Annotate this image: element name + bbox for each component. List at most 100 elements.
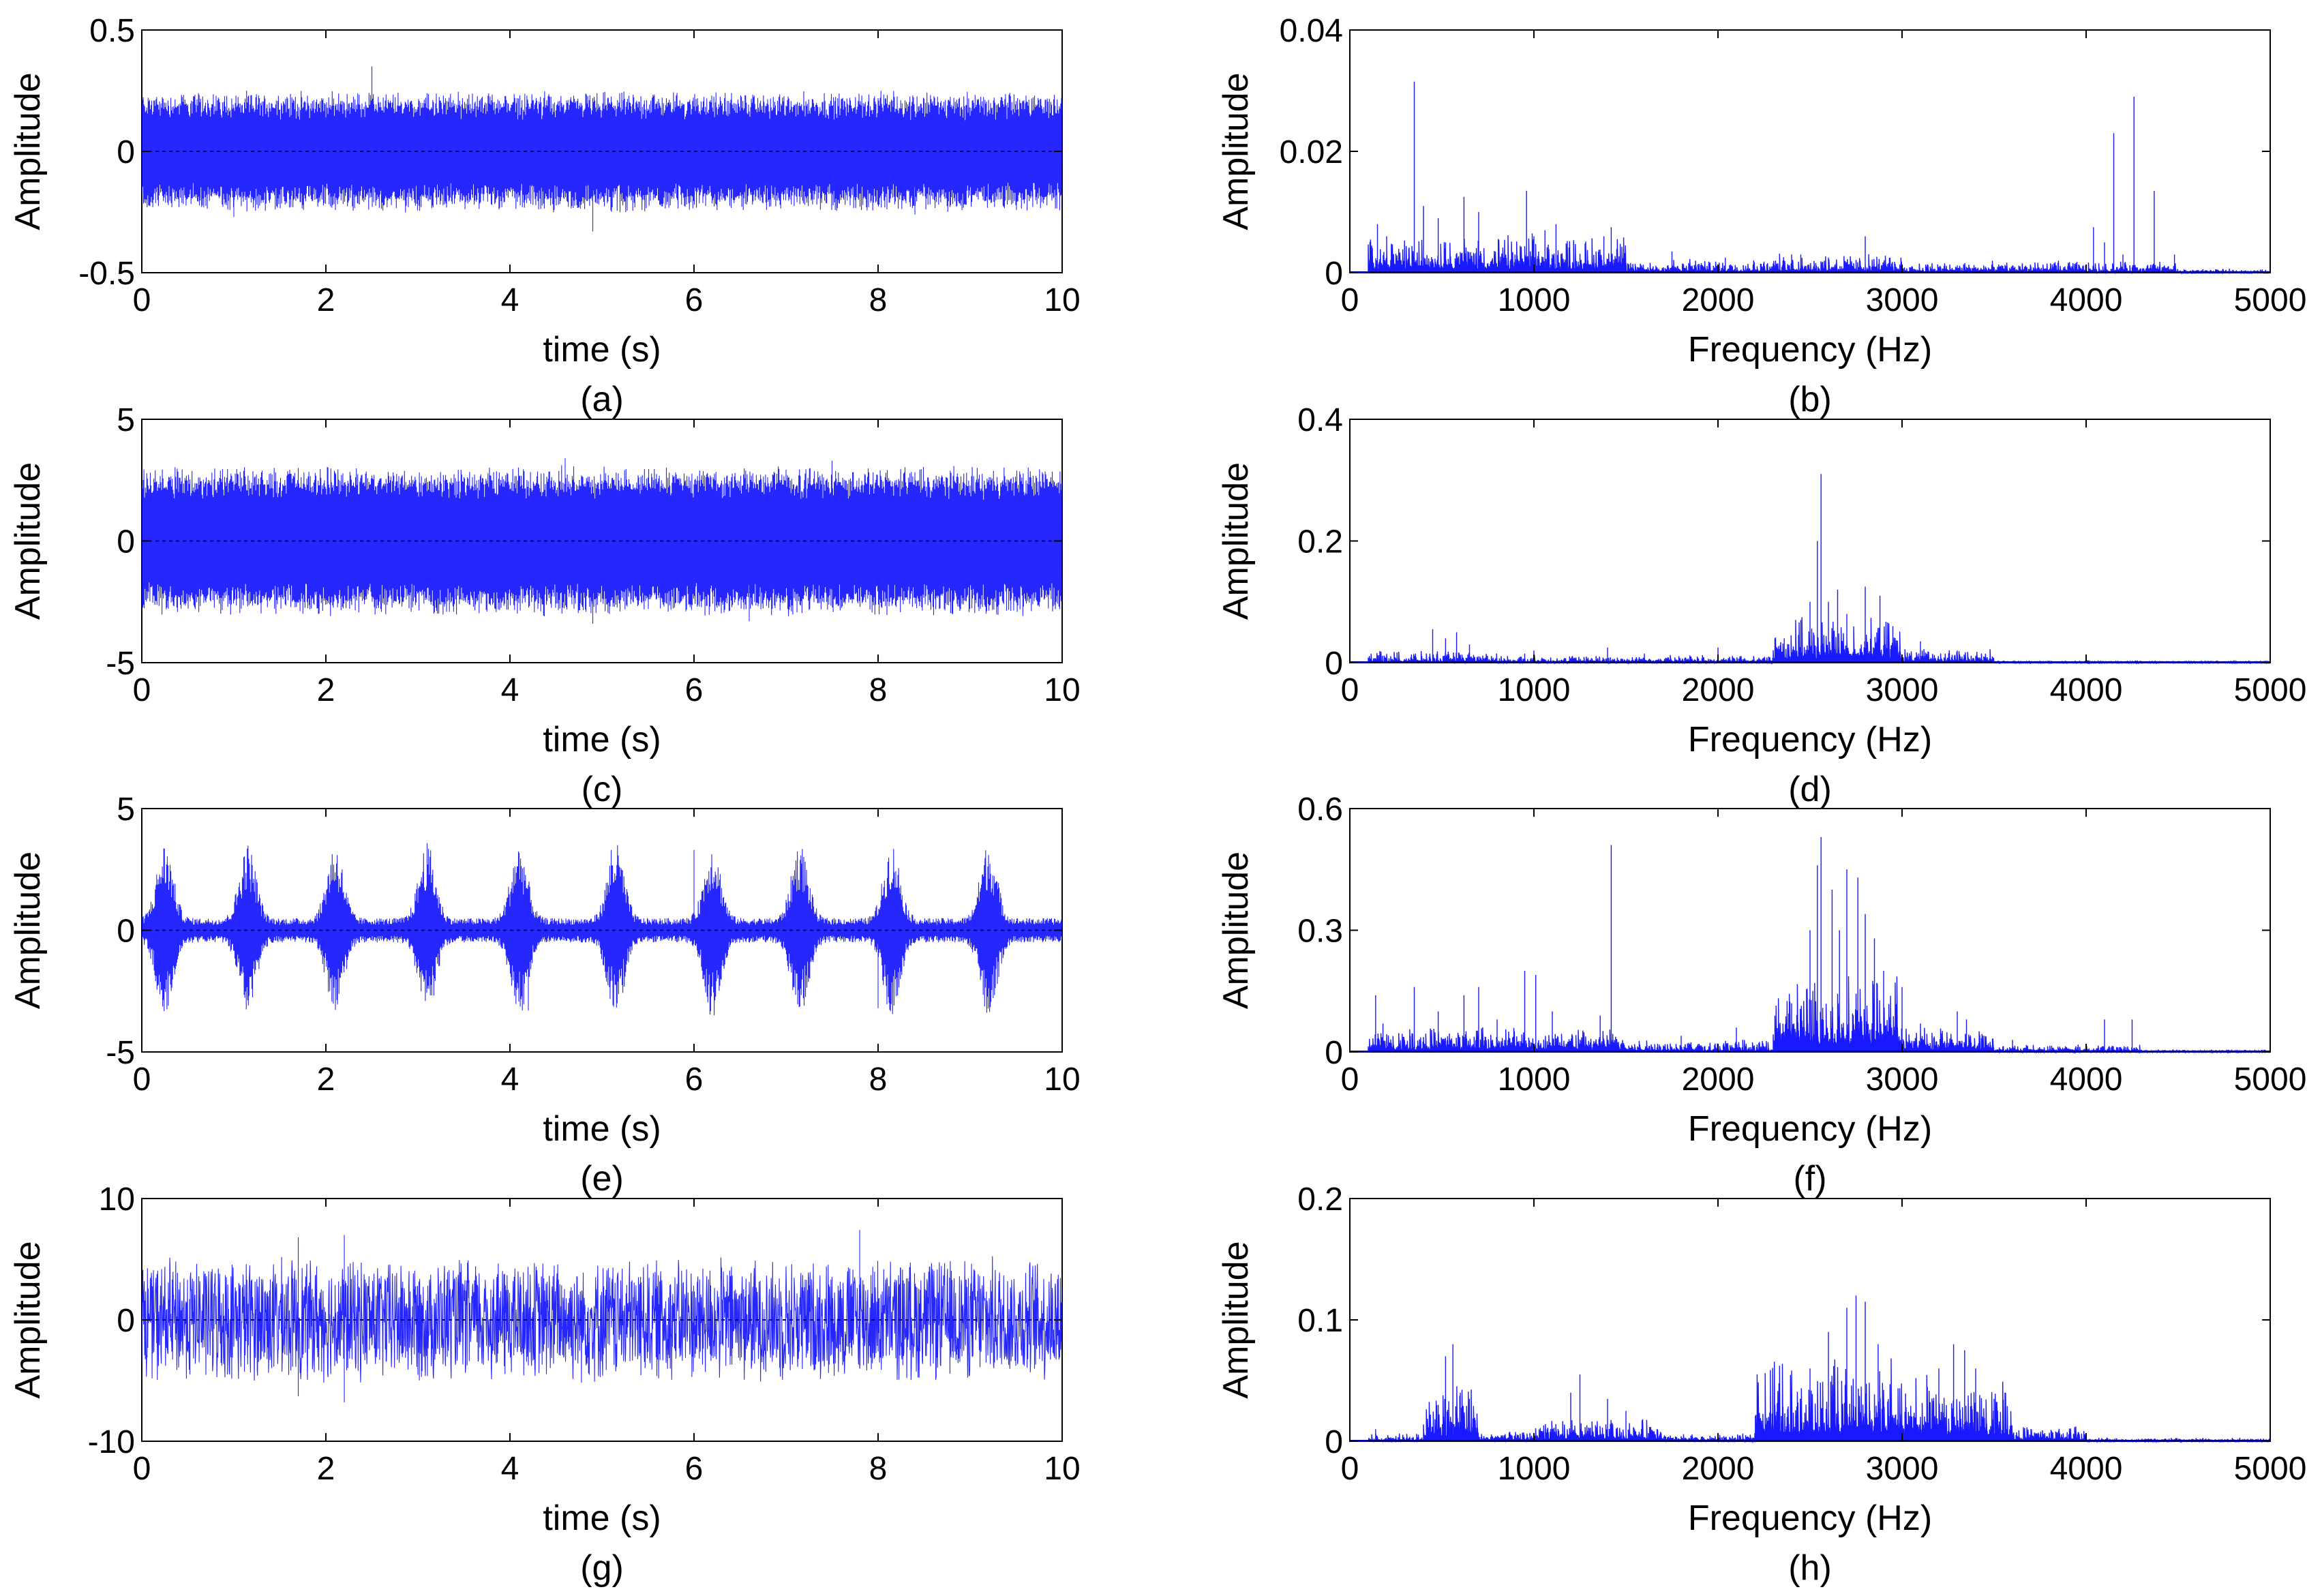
- x-tick-label: 4000: [2050, 1062, 2123, 1098]
- x-axis-label: Frequency (Hz): [1688, 330, 1932, 370]
- signal-trace-a: [141, 66, 1063, 232]
- x-tick-label: 1000: [1498, 1451, 1571, 1487]
- x-tick-label: 3000: [1866, 1451, 1939, 1487]
- subplot-caption: (a): [580, 380, 624, 419]
- x-tick-label: 3000: [1866, 282, 1939, 318]
- x-tick-label: 3000: [1866, 672, 1939, 708]
- x-axis-label: time (s): [543, 1499, 661, 1538]
- x-tick-label: 4: [501, 1062, 519, 1098]
- x-tick-label: 6: [685, 672, 704, 708]
- x-tick-label: 2: [317, 672, 335, 708]
- x-tick-label: 5000: [2234, 1451, 2307, 1487]
- x-tick-label: 0: [133, 1451, 151, 1487]
- y-axis-label: Amplitude: [8, 462, 48, 620]
- subplot-b: 0 1000 2000 3000 4000 5000 0 0.02 0.04 Frequency …: [1216, 13, 2306, 419]
- x-tick-label: 2000: [1682, 672, 1755, 708]
- x-axis-label: Frequency (Hz): [1688, 720, 1932, 759]
- signal-trace-h: [1350, 1295, 2271, 1443]
- y-tick-label: 0.2: [1297, 1181, 1343, 1218]
- x-tick-label: 2000: [1682, 282, 1755, 318]
- y-axis-label: Amplitude: [1216, 72, 1256, 230]
- x-axis-label: time (s): [543, 1109, 661, 1149]
- y-tick-label: -5: [106, 646, 135, 682]
- x-tick-label: 5000: [2234, 672, 2307, 708]
- y-axis-label: Amplitude: [1216, 1241, 1256, 1398]
- y-tick-label: 5: [117, 402, 135, 438]
- x-tick-label: 0: [1341, 282, 1359, 318]
- subplot-caption: (d): [1788, 770, 1832, 809]
- signal-trace-f: [1350, 837, 2271, 1054]
- x-tick-label: 0: [133, 282, 151, 318]
- x-tick-label: 0: [133, 1062, 151, 1098]
- x-tick-label: 1000: [1498, 282, 1571, 318]
- subplot-caption: (f): [1793, 1159, 1826, 1199]
- y-tick-label: 0.2: [1297, 524, 1343, 560]
- y-tick-label: 0.3: [1297, 914, 1343, 950]
- x-tick-label: 8: [869, 1062, 888, 1098]
- y-tick-label: 0: [117, 134, 135, 170]
- x-tick-label: 4000: [2050, 672, 2123, 708]
- x-axis-label: Frequency (Hz): [1688, 1499, 1932, 1538]
- subplot-h: 0 1000 2000 3000 4000 5000 0 0.1 0.2 Frequency (H…: [1216, 1181, 2306, 1588]
- subplot-caption: (c): [582, 770, 623, 809]
- x-tick-label: 0: [1341, 1451, 1359, 1487]
- signal-trace-e: [141, 843, 1063, 1016]
- signal-trace-g: [141, 1230, 1063, 1402]
- y-tick-label: 0.1: [1297, 1303, 1343, 1339]
- x-tick-label: 4000: [2050, 282, 2123, 318]
- y-axis-label: Amplitude: [1216, 462, 1256, 620]
- y-tick-label: 0: [117, 1303, 135, 1339]
- x-tick-label: 4: [501, 672, 519, 708]
- x-tick-label: 2: [317, 282, 335, 318]
- x-tick-label: 2000: [1682, 1451, 1755, 1487]
- y-tick-label: 0.6: [1297, 792, 1343, 828]
- x-tick-label: 5000: [2234, 1062, 2307, 1098]
- x-tick-label: 6: [685, 1062, 704, 1098]
- y-tick-label: 0: [1325, 1035, 1343, 1071]
- signal-trace-c: [141, 458, 1063, 624]
- x-tick-label: 3000: [1866, 1062, 1939, 1098]
- x-tick-label: 2: [317, 1451, 335, 1487]
- y-tick-label: 5: [117, 792, 135, 828]
- x-tick-label: 8: [869, 672, 888, 708]
- y-tick-label: 0.5: [89, 13, 135, 49]
- y-tick-label: 0: [117, 914, 135, 950]
- x-tick-label: 4: [501, 1451, 519, 1487]
- x-tick-label: 2: [317, 1062, 335, 1098]
- y-axis-label: Amplitude: [1216, 852, 1256, 1009]
- signal-trace-b: [1350, 81, 2271, 275]
- y-tick-label: -0.5: [78, 256, 135, 292]
- x-tick-label: 8: [869, 1451, 888, 1487]
- y-tick-label: -5: [106, 1035, 135, 1071]
- y-axis-label: Amplitude: [8, 852, 48, 1009]
- subplot-f: 0 1000 2000 3000 4000 5000 0 0.3 0.6 Frequency (H…: [1216, 792, 2306, 1199]
- y-tick-label: 0: [1325, 646, 1343, 682]
- x-tick-label: 1000: [1498, 672, 1571, 708]
- y-axis-label: Amplitude: [8, 1241, 48, 1398]
- x-tick-label: 4: [501, 282, 519, 318]
- x-tick-label: 5000: [2234, 282, 2307, 318]
- x-tick-label: 10: [1044, 672, 1080, 708]
- y-tick-label: 10: [99, 1181, 135, 1218]
- x-axis-label: Frequency (Hz): [1688, 1109, 1932, 1149]
- x-tick-label: 0: [1341, 1062, 1359, 1098]
- subplot-caption: (g): [580, 1548, 624, 1588]
- x-tick-label: 4000: [2050, 1451, 2123, 1487]
- x-tick-label: 6: [685, 1451, 704, 1487]
- x-tick-label: 1000: [1498, 1062, 1571, 1098]
- x-tick-label: 6: [685, 282, 704, 318]
- x-tick-label: 0: [133, 672, 151, 708]
- y-tick-label: -10: [88, 1424, 135, 1460]
- x-tick-label: 0: [1341, 672, 1359, 708]
- y-tick-label: 0: [1325, 1424, 1343, 1460]
- subplot-caption: (b): [1788, 380, 1832, 419]
- x-tick-label: 10: [1044, 282, 1080, 318]
- y-tick-label: 0.02: [1280, 134, 1343, 170]
- y-tick-label: 0.04: [1280, 13, 1343, 49]
- y-axis-label: Amplitude: [8, 72, 48, 230]
- x-tick-label: 2000: [1682, 1062, 1755, 1098]
